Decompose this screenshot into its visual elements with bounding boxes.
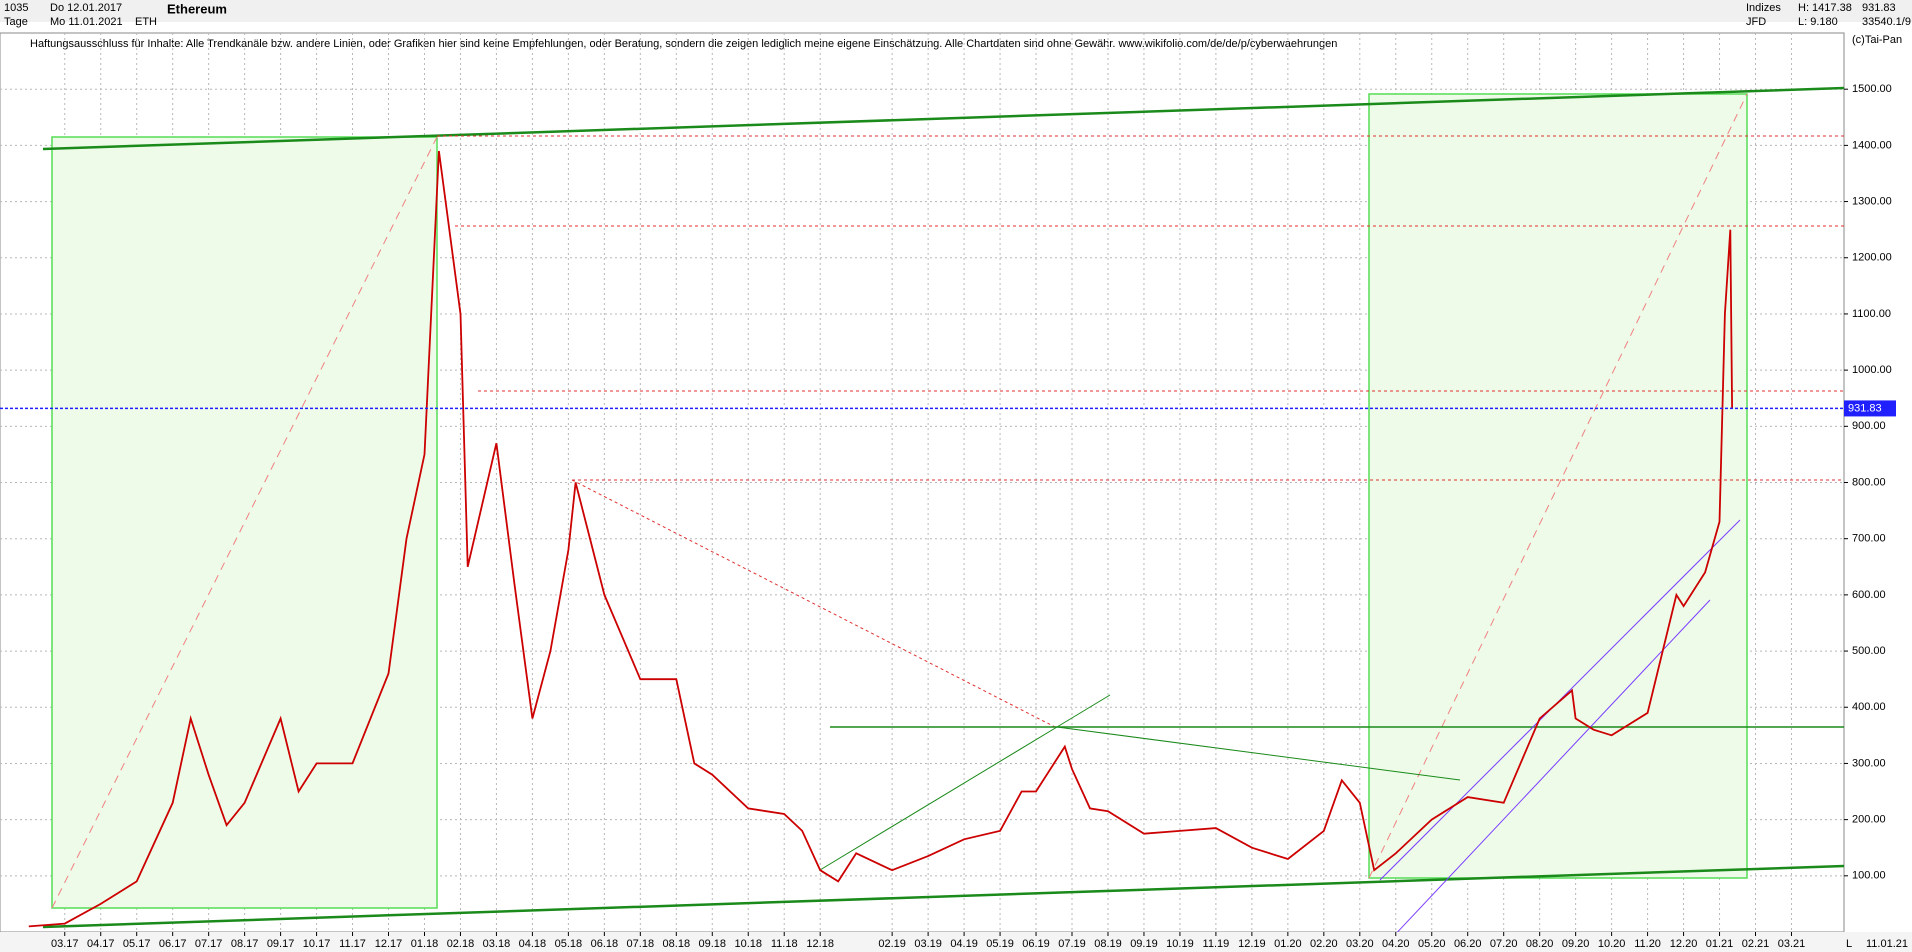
axis-mode: L: [1846, 938, 1852, 950]
trend-line: [42, 864, 1845, 929]
x-tick-label: 02.20: [1310, 938, 1338, 950]
group: Indizes: [1746, 2, 1781, 14]
x-tick-label: 06.18: [591, 938, 619, 950]
x-tick-label: 06.17: [159, 938, 187, 950]
y-tick-label: 1200.00: [1852, 252, 1892, 264]
x-axis-strip: [0, 932, 1912, 952]
low: L: 9.180: [1798, 16, 1838, 28]
x-tick-label: 03.19: [914, 938, 942, 950]
x-tick-label: 04.17: [87, 938, 115, 950]
y-tick-label: 600.00: [1852, 589, 1886, 601]
x-tick-label: 02.21: [1742, 938, 1770, 950]
x-tick-label: 01.21: [1706, 938, 1734, 950]
x-tick-label: 09.18: [699, 938, 727, 950]
x-tick-label: 11.20: [1634, 938, 1661, 950]
x-tick-label: 01.20: [1274, 938, 1302, 950]
period[interactable]: Tage: [4, 16, 28, 28]
fan-line: [819, 726, 1058, 871]
x-tick-label: 03.18: [483, 938, 511, 950]
x-tick-label: 11.17: [339, 938, 366, 950]
x-tick-label: 05.18: [555, 938, 583, 950]
y-tick-label: 500.00: [1852, 645, 1886, 657]
y-tick-label: 200.00: [1852, 814, 1886, 826]
x-tick-label: 09.19: [1130, 938, 1158, 950]
y-tick-label: 1100.00: [1852, 308, 1891, 320]
x-tick-label: 10.20: [1598, 938, 1626, 950]
source: JFD: [1746, 16, 1766, 28]
y-tick-label: 1400.00: [1852, 139, 1892, 151]
y-tick-label: 800.00: [1852, 476, 1886, 488]
x-tick-label: 08.19: [1094, 938, 1122, 950]
x-tick-label: 10.18: [734, 938, 762, 950]
x-tick-label: 11.18: [771, 938, 798, 950]
y-tick-label: 1300.00: [1852, 195, 1892, 207]
x-tick-label: 07.18: [627, 938, 655, 950]
x-tick-label: 01.18: [411, 938, 439, 950]
x-tick-label: 05.17: [123, 938, 151, 950]
x-tick-label: 07.20: [1490, 938, 1518, 950]
drawings: [42, 86, 1845, 941]
helper-line: [51, 136, 438, 909]
y-tick-label: 1000.00: [1852, 364, 1892, 376]
fan-line: [1056, 694, 1111, 728]
y-tick-label: 900.00: [1852, 420, 1886, 432]
helper-line: [1368, 93, 1748, 879]
channel-line: [1389, 599, 1711, 941]
x-tick-label: 12.17: [375, 938, 403, 950]
count[interactable]: 1035: [4, 2, 28, 14]
x-tick-label: 03.20: [1346, 938, 1374, 950]
high: H: 1417.38: [1798, 2, 1852, 14]
trend-line: [42, 86, 1845, 151]
fan-line: [1056, 726, 1461, 781]
extra: 33540.1/9: [1862, 16, 1911, 28]
x-tick-label: 02.19: [878, 938, 906, 950]
x-tick-label: 09.17: [267, 938, 295, 950]
x-tick-label: 10.17: [303, 938, 331, 950]
x-tick-label: 11.19: [1203, 938, 1230, 950]
start-date: Do 12.01.2017: [50, 2, 122, 14]
y-tick-label: 700.00: [1852, 533, 1886, 545]
x-tick-label: 03.21: [1778, 938, 1806, 950]
y-tick-label: 300.00: [1852, 757, 1886, 769]
cursor-date: 11.01.21: [1866, 938, 1908, 950]
trend-line: [571, 479, 1058, 729]
x-tick-label: 12.20: [1670, 938, 1698, 950]
last-price: 931.83: [1862, 2, 1896, 14]
x-tick-label: 04.20: [1382, 938, 1410, 950]
x-tick-label: 03.17: [51, 938, 79, 950]
last-price-label: 931.83: [1848, 402, 1882, 414]
x-tick-label: 02.18: [447, 938, 475, 950]
x-tick-label: 07.19: [1058, 938, 1086, 950]
price-line: [28, 150, 1733, 928]
symbol: ETH: [135, 16, 157, 28]
y-tick-label: 400.00: [1852, 701, 1886, 713]
x-tick-label: 10.19: [1166, 938, 1194, 950]
x-tick-label: 04.19: [950, 938, 978, 950]
end-date: Mo 11.01.2021: [50, 16, 123, 28]
copyright: (c)Tai-Pan: [1852, 34, 1902, 46]
y-tick-label: 1500.00: [1852, 83, 1892, 95]
x-tick-label: 09.20: [1562, 938, 1590, 950]
x-tick-label: 08.20: [1526, 938, 1554, 950]
last-price-box: [1844, 400, 1896, 417]
x-tick-label: 06.19: [1022, 938, 1050, 950]
x-tick-label: 05.20: [1418, 938, 1446, 950]
disclaimer: Haftungsausschluss für Inhalte: Alle Tre…: [30, 38, 1337, 50]
chart-title: Ethereum: [167, 1, 227, 16]
x-tick-label: 12.19: [1238, 938, 1266, 950]
toolbar: [0, 0, 1912, 22]
x-tick-label: 08.17: [231, 938, 259, 950]
y-tick-label: 100.00: [1852, 870, 1886, 882]
x-tick-label: 06.20: [1454, 938, 1482, 950]
x-tick-label: 08.18: [663, 938, 691, 950]
x-tick-label: 07.17: [195, 938, 223, 950]
x-tick-label: 05.19: [986, 938, 1014, 950]
x-tick-label: 04.18: [519, 938, 547, 950]
x-tick-label: 12.18: [806, 938, 834, 950]
